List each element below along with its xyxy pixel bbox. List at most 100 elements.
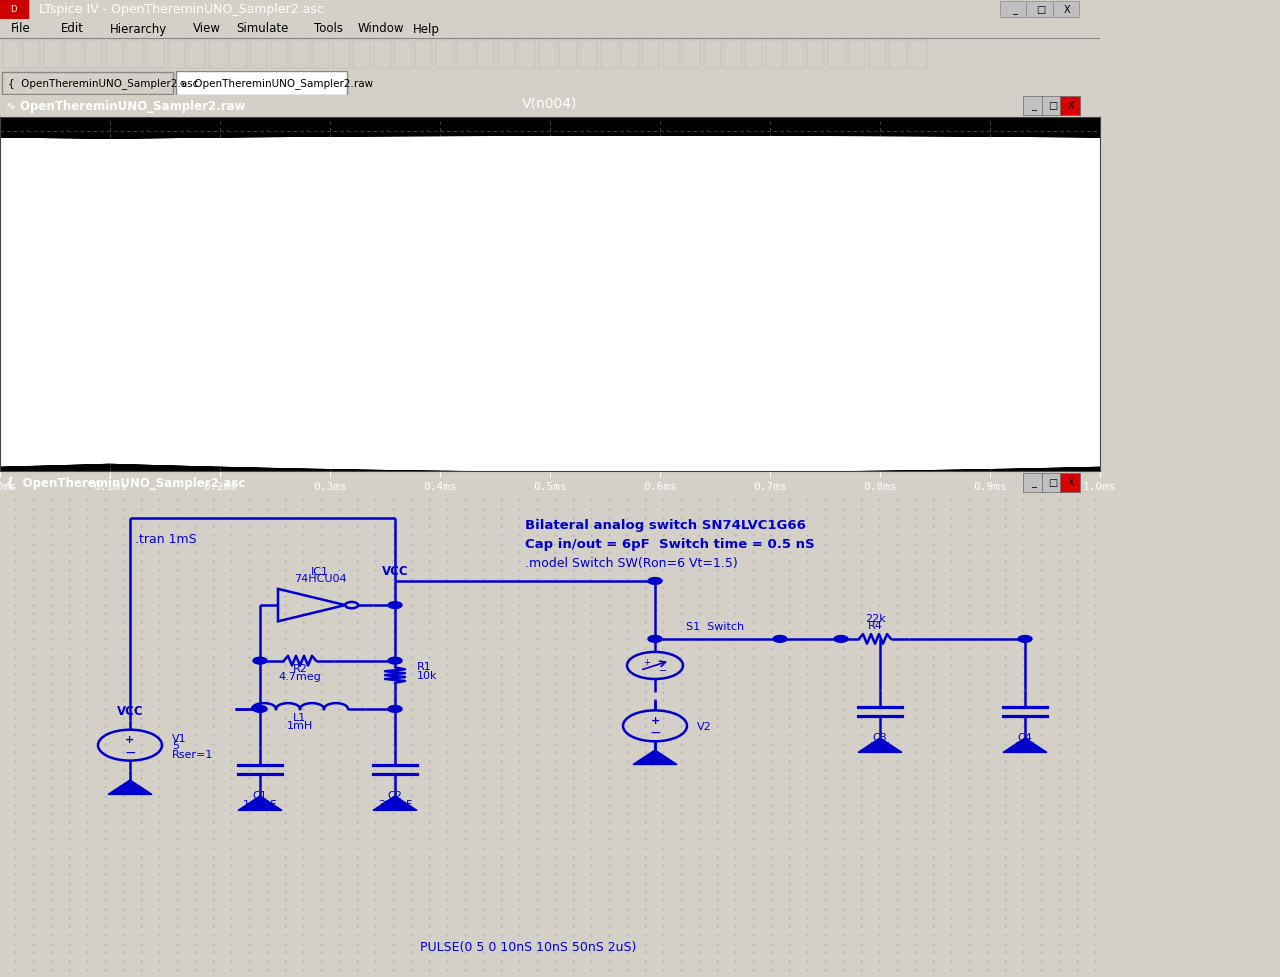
Bar bbox=[724, 41, 741, 69]
Polygon shape bbox=[238, 796, 282, 811]
Bar bbox=[1000, 2, 1027, 18]
Bar bbox=[580, 41, 598, 69]
Bar bbox=[765, 41, 783, 69]
Bar bbox=[64, 41, 82, 69]
Text: Rser=1: Rser=1 bbox=[172, 749, 214, 759]
Bar bbox=[270, 41, 288, 69]
Bar bbox=[477, 41, 494, 69]
Text: X: X bbox=[1068, 478, 1075, 488]
Text: −: − bbox=[124, 744, 136, 759]
Text: toolbar: toolbar bbox=[449, 50, 497, 60]
Bar bbox=[23, 41, 41, 69]
Bar bbox=[1060, 473, 1080, 492]
Text: □: □ bbox=[1036, 5, 1046, 15]
Text: PULSE(0 5 0 10nS 10nS 50nS 2uS): PULSE(0 5 0 10nS 10nS 50nS 2uS) bbox=[420, 941, 636, 954]
Bar bbox=[292, 41, 308, 69]
Bar bbox=[84, 41, 102, 69]
Text: V1: V1 bbox=[172, 733, 187, 743]
Bar bbox=[333, 41, 349, 69]
Bar bbox=[147, 41, 164, 69]
Text: .tran 1mS: .tran 1mS bbox=[134, 532, 197, 546]
Text: Window: Window bbox=[357, 22, 404, 35]
Bar bbox=[3, 41, 19, 69]
Text: R4: R4 bbox=[868, 620, 882, 630]
Text: 10k: 10k bbox=[417, 670, 438, 680]
Text: □: □ bbox=[1048, 478, 1057, 488]
Bar bbox=[663, 41, 680, 69]
Text: 4.7meg: 4.7meg bbox=[279, 671, 321, 681]
Bar bbox=[168, 41, 184, 69]
Bar bbox=[353, 41, 370, 69]
Bar bbox=[498, 41, 515, 69]
Bar bbox=[518, 41, 535, 69]
Text: VCC: VCC bbox=[381, 564, 408, 577]
Circle shape bbox=[648, 636, 662, 643]
Text: {  OpenThereminUNO_Sampler2.asc: { OpenThereminUNO_Sampler2.asc bbox=[5, 477, 244, 489]
Text: +: + bbox=[644, 657, 650, 666]
Polygon shape bbox=[858, 739, 902, 752]
Circle shape bbox=[773, 636, 787, 643]
Bar bbox=[1023, 473, 1043, 492]
Bar bbox=[457, 41, 474, 69]
Text: L1: L1 bbox=[293, 712, 307, 722]
Circle shape bbox=[253, 658, 268, 664]
Bar bbox=[188, 41, 205, 69]
Text: 145pF: 145pF bbox=[243, 799, 278, 809]
Bar bbox=[374, 41, 390, 69]
Circle shape bbox=[388, 602, 402, 609]
Bar bbox=[250, 41, 268, 69]
Text: IC1: IC1 bbox=[311, 566, 329, 576]
Text: +: + bbox=[650, 715, 659, 725]
Bar bbox=[745, 41, 763, 69]
Text: .model Switch SW(Ron=6 Vt=1.5): .model Switch SW(Ron=6 Vt=1.5) bbox=[525, 557, 737, 570]
Bar bbox=[0, 0, 27, 20]
Polygon shape bbox=[108, 781, 152, 794]
Circle shape bbox=[648, 578, 662, 584]
Bar bbox=[786, 41, 804, 69]
Bar bbox=[869, 41, 886, 69]
Text: LTspice IV - OpenThereminUNO_Sampler2.asc: LTspice IV - OpenThereminUNO_Sampler2.as… bbox=[38, 4, 324, 17]
Text: C4: C4 bbox=[1018, 733, 1033, 743]
Bar bbox=[312, 41, 329, 69]
Text: R2: R2 bbox=[293, 663, 307, 673]
Text: Help: Help bbox=[412, 22, 439, 35]
Bar bbox=[106, 41, 123, 69]
Text: C1: C1 bbox=[252, 790, 268, 800]
Bar bbox=[44, 41, 61, 69]
Text: Edit: Edit bbox=[60, 22, 83, 35]
Text: −: − bbox=[659, 665, 667, 675]
Circle shape bbox=[835, 636, 849, 643]
Text: _: _ bbox=[1032, 478, 1037, 488]
Text: 5: 5 bbox=[172, 741, 179, 750]
Bar bbox=[229, 41, 247, 69]
Text: R1: R1 bbox=[417, 661, 431, 671]
Bar bbox=[1052, 2, 1079, 18]
Bar bbox=[684, 41, 700, 69]
Text: View: View bbox=[192, 22, 220, 35]
Bar bbox=[600, 41, 618, 69]
Bar bbox=[209, 41, 227, 69]
Text: 1nF: 1nF bbox=[869, 742, 891, 751]
Bar bbox=[539, 41, 556, 69]
Text: Cap in/out = 6pF  Switch time = 0.5 nS: Cap in/out = 6pF Switch time = 0.5 nS bbox=[525, 537, 814, 551]
Bar bbox=[621, 41, 639, 69]
Bar bbox=[127, 41, 143, 69]
Bar bbox=[1027, 2, 1052, 18]
Bar bbox=[435, 41, 453, 69]
Bar bbox=[806, 41, 824, 69]
Text: V(n004): V(n004) bbox=[522, 97, 577, 110]
Text: File: File bbox=[12, 22, 31, 35]
Text: 330pF: 330pF bbox=[378, 799, 412, 809]
Bar bbox=[1023, 97, 1043, 116]
Text: □: □ bbox=[1048, 101, 1057, 111]
Bar bbox=[704, 41, 721, 69]
Text: C2: C2 bbox=[388, 790, 402, 800]
Bar bbox=[828, 41, 845, 69]
Polygon shape bbox=[1004, 739, 1047, 752]
Text: {  OpenThereminUNO_Sampler2.asc: { OpenThereminUNO_Sampler2.asc bbox=[8, 78, 198, 89]
Text: X: X bbox=[1064, 5, 1070, 15]
Bar bbox=[394, 41, 412, 69]
Text: Bilateral analog switch SN74LVC1G66: Bilateral analog switch SN74LVC1G66 bbox=[525, 518, 806, 531]
Bar bbox=[1042, 97, 1061, 116]
Text: ∿  OpenThereminUNO_Sampler2.raw: ∿ OpenThereminUNO_Sampler2.raw bbox=[179, 78, 374, 89]
